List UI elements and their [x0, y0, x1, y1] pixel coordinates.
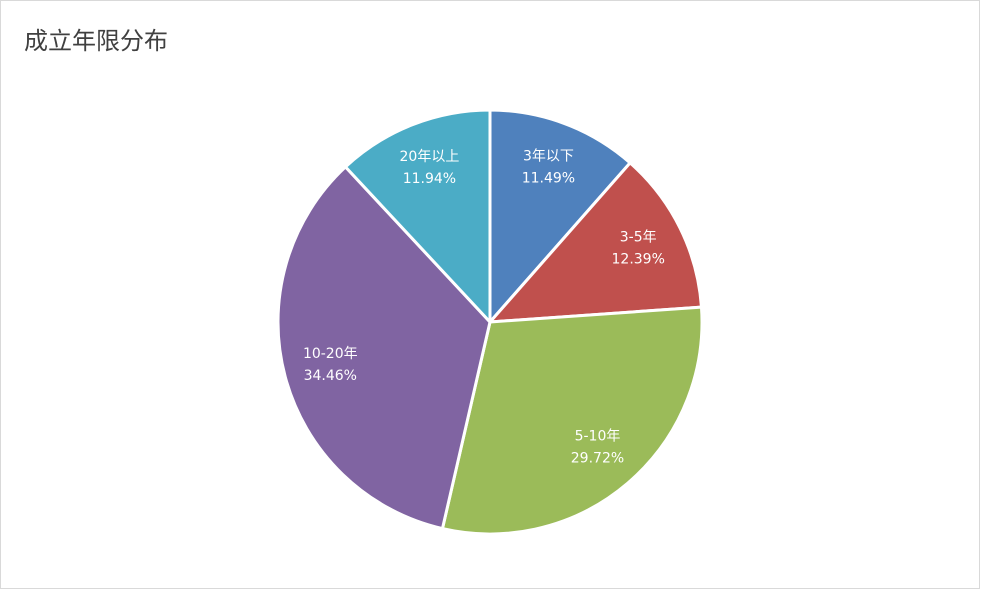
pie-slice: [343, 108, 492, 324]
slice-value-label: 29.72%: [571, 451, 624, 467]
pie-slice: [488, 108, 632, 324]
slice-category-label: 3-5年: [620, 230, 657, 246]
slice-value-label: 34.46%: [304, 368, 357, 384]
pie-slice: [488, 161, 703, 324]
pie-slice: [276, 165, 492, 531]
slice-value-label: 11.94%: [403, 171, 456, 187]
slice-value-label: 12.39%: [612, 252, 665, 268]
slice-value-label: 11.49%: [522, 170, 575, 186]
pie-slice: [440, 305, 704, 536]
slice-category-label: 3年以下: [523, 148, 574, 164]
slice-category-label: 10-20年: [303, 346, 358, 362]
slice-category-label: 20年以上: [400, 149, 460, 165]
chart-title: 成立年限分布: [24, 27, 168, 55]
slice-category-label: 5-10年: [575, 429, 621, 445]
